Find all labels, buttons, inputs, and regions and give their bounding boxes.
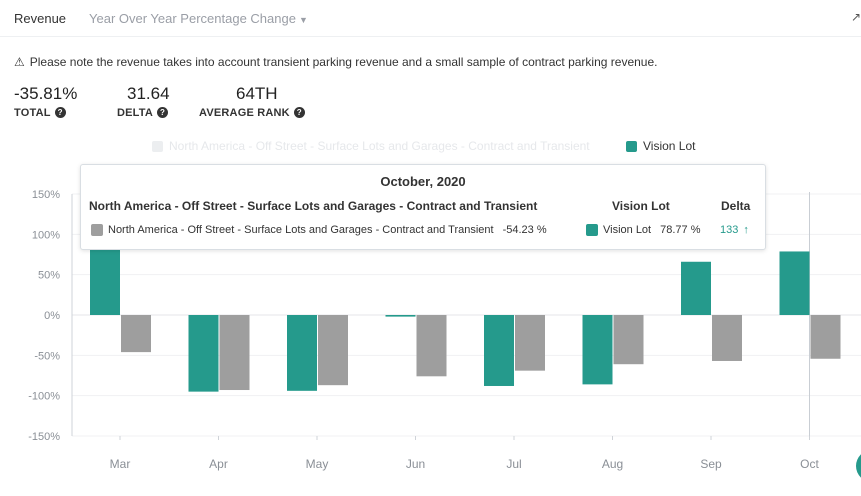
tooltip-header-delta: Delta (721, 199, 751, 213)
y-tick-label: -150% (28, 431, 60, 443)
bar-market (515, 315, 545, 371)
y-tick-label: -100% (28, 391, 60, 403)
bar-market (219, 315, 250, 391)
tooltip-market-entry: North America - Off Street - Surface Lot… (91, 224, 547, 236)
bar-market (121, 315, 151, 353)
help-icon[interactable]: ? (157, 107, 169, 118)
stat-rank-value: 64TH (236, 84, 278, 103)
bar-market (318, 315, 348, 386)
x-tick-label: Apr (209, 457, 228, 471)
tooltip-vision-entry: Vision Lot 78.77 % (586, 224, 700, 236)
bar-market (416, 315, 447, 377)
bar-vision-lot (484, 315, 514, 386)
tooltip-market-name: North America - Off Street - Surface Lot… (108, 224, 494, 236)
legend-label-market: North America - Off Street - Surface Lot… (169, 139, 590, 153)
bar-vision-lot (779, 251, 810, 315)
expand-icon[interactable]: ↗ (850, 10, 861, 24)
bar-market (613, 315, 644, 365)
help-icon[interactable]: ? (54, 107, 66, 118)
tooltip-delta-entry: 133 ↑ (720, 224, 749, 236)
bar-market (810, 315, 841, 359)
metric-dropdown[interactable]: Year Over Year Percentage Change ▼ (89, 11, 308, 26)
bar-vision-lot (385, 315, 416, 317)
chart-tooltip: October, 2020 North America - Off Street… (80, 164, 766, 250)
tooltip-delta-value: 133 (720, 224, 739, 236)
stat-total-value: -35.81% (14, 84, 78, 103)
help-icon[interactable]: ? (293, 107, 305, 118)
revenue-notice: ⚠ Please note the revenue takes into acco… (14, 55, 657, 69)
stat-average-rank: 64TH AVERAGE RANK? (199, 84, 305, 119)
y-tick-label: 50% (38, 270, 60, 282)
stat-delta: 31.64 DELTA? (117, 84, 170, 119)
bar-vision-lot (287, 315, 317, 391)
y-tick-label: 100% (32, 229, 60, 241)
header-divider (0, 36, 861, 37)
tooltip-market-value: -54.23 % (502, 224, 547, 236)
chat-launcher-button[interactable] (856, 450, 861, 482)
x-tick-label: Oct (800, 457, 819, 471)
legend-swatch-vision (626, 140, 637, 152)
notice-text: Please note the revenue takes into accou… (29, 55, 658, 69)
stat-total: -35.81% TOTAL? (14, 84, 77, 119)
stat-delta-label: DELTA (117, 107, 154, 119)
y-tick-label: 0% (44, 310, 60, 322)
stat-total-label: TOTAL (14, 107, 51, 119)
y-tick-label: 150% (32, 189, 60, 201)
tooltip-swatch-vision (586, 224, 598, 236)
x-tick-label: May (306, 457, 329, 471)
x-tick-label: Jul (506, 457, 521, 471)
chevron-down-icon: ▼ (298, 15, 308, 25)
bar-market (712, 315, 742, 361)
y-tick-label: -50% (34, 350, 60, 362)
legend-item-vision[interactable]: Vision Lot (626, 139, 695, 153)
tooltip-header-market: North America - Off Street - Surface Lot… (89, 199, 538, 213)
bar-vision-lot (188, 315, 219, 392)
legend-label-vision: Vision Lot (643, 139, 696, 153)
tooltip-swatch-market (91, 224, 103, 236)
arrow-up-icon: ↑ (743, 224, 749, 236)
stat-rank-label: AVERAGE RANK (199, 107, 290, 119)
bar-vision-lot (582, 315, 613, 385)
stat-delta-value: 31.64 (127, 84, 170, 103)
tooltip-header-vision: Vision Lot (612, 199, 670, 213)
x-tick-label: Sep (700, 457, 722, 471)
tooltip-title: October, 2020 (380, 174, 466, 189)
header-bar: Revenue Year Over Year Percentage Change… (0, 0, 861, 36)
x-tick-label: Aug (602, 457, 623, 471)
legend-item-market[interactable]: North America - Off Street - Surface Lot… (152, 139, 590, 153)
legend-swatch-market (152, 140, 163, 152)
x-tick-label: Jun (406, 457, 425, 471)
tooltip-vision-name: Vision Lot (603, 224, 652, 236)
warning-icon: ⚠ (14, 55, 25, 69)
tab-revenue[interactable]: Revenue (14, 11, 67, 26)
tooltip-vision-value: 78.77 % (660, 224, 701, 236)
x-tick-label: Mar (110, 457, 131, 471)
bar-vision-lot (681, 261, 711, 315)
metric-dropdown-label: Year Over Year Percentage Change (89, 11, 296, 26)
